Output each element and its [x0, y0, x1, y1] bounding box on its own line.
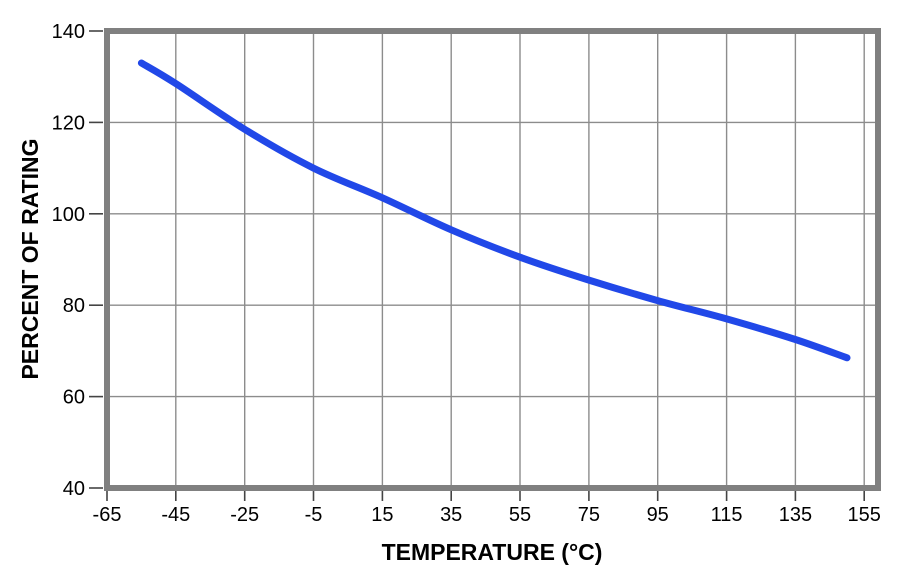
x-tick-label: -5 [305, 504, 323, 526]
y-axis-title: PERCENT OF RATING [17, 138, 43, 379]
derating-curve [137, 59, 851, 362]
plot-border [104, 28, 881, 491]
x-tick-label: 55 [509, 504, 531, 526]
gridlines [106, 30, 878, 489]
y-axis-ticks [89, 30, 103, 489]
y-tick-label: 80 [63, 295, 85, 317]
x-tick-label: 155 [848, 504, 881, 526]
y-tick-label: 40 [63, 478, 85, 500]
x-tick-label: -25 [230, 504, 259, 526]
x-tick-label: 115 [711, 504, 743, 526]
y-tick-label: 140 [52, 21, 85, 43]
x-tick-label: 75 [578, 504, 600, 526]
y-tick-label: 60 [63, 387, 85, 409]
x-tick-label: 135 [779, 504, 812, 526]
x-tick-label: -45 [161, 504, 190, 526]
x-tick-labels: -65 -45 -25 -5 15 35 55 75 95 115 135 155 [93, 504, 881, 526]
y-tick-label: 100 [52, 204, 85, 226]
x-tick-label: 95 [647, 504, 669, 526]
x-tick-label: 15 [371, 504, 393, 526]
x-tick-label: 35 [440, 504, 462, 526]
x-axis-title: TEMPERATURE (°C) [382, 539, 603, 565]
x-axis-ticks [106, 491, 866, 501]
x-tick-label: -65 [93, 504, 122, 526]
y-tick-labels: 40 60 80 100 120 140 [52, 21, 85, 500]
y-tick-label: 120 [52, 112, 85, 134]
